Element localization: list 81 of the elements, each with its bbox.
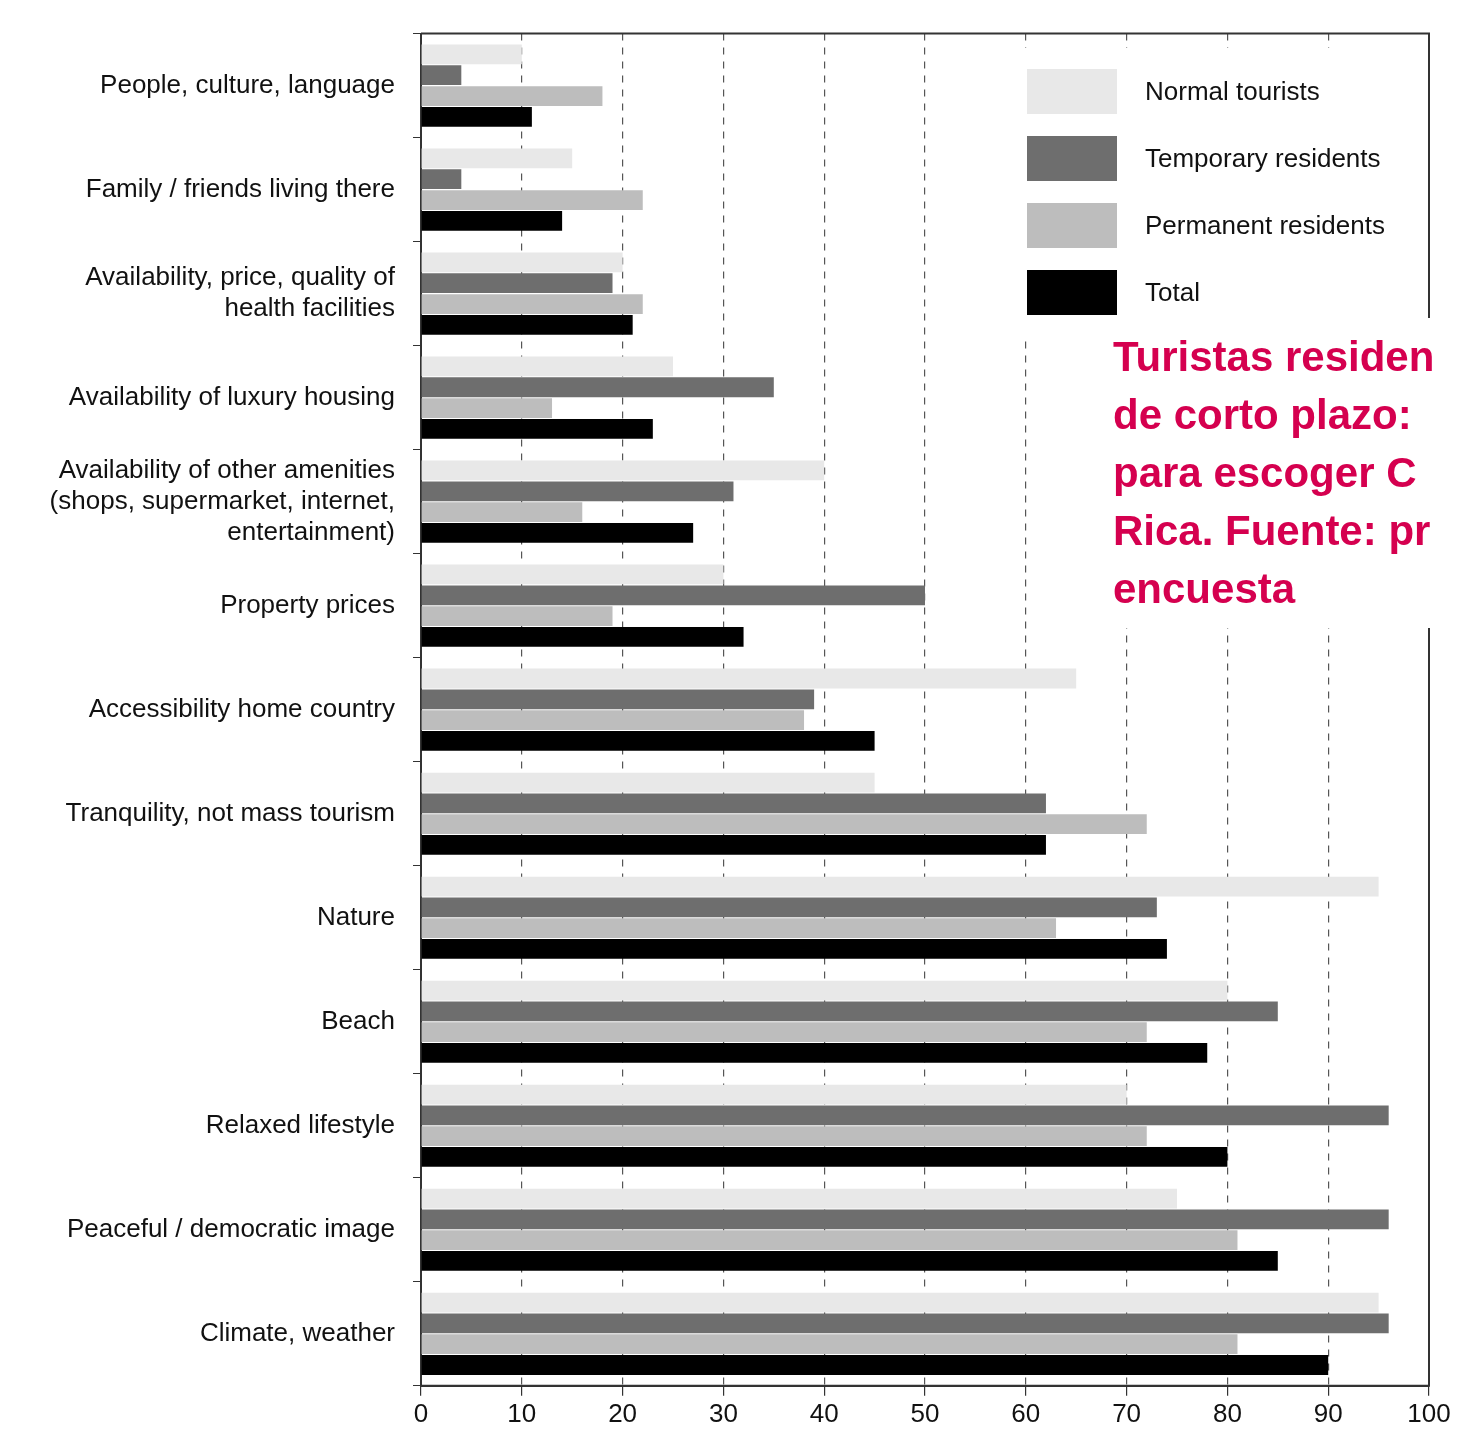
- bar: [421, 1001, 1278, 1022]
- legend-label: Temporary residents: [1145, 142, 1381, 174]
- bar: [421, 1209, 1389, 1230]
- bar: [421, 314, 633, 335]
- legend-label: Total: [1145, 276, 1200, 308]
- bar: [421, 377, 774, 398]
- bar: [421, 86, 603, 106]
- bar: [421, 252, 623, 273]
- y-tick-label: Relaxed lifestyle: [205, 1108, 395, 1139]
- y-tick-label: People, culture, language: [100, 68, 395, 99]
- y-tick-label: Beach: [321, 1004, 395, 1035]
- bar: [421, 606, 613, 626]
- bar: [421, 481, 734, 502]
- bar: [421, 627, 744, 647]
- bar: [421, 1126, 1147, 1147]
- bar: [421, 1313, 1389, 1334]
- bar: [421, 793, 1046, 814]
- bar: [421, 876, 1379, 897]
- bar: [421, 918, 1057, 939]
- y-tick-label: Accessibility home country: [88, 692, 395, 723]
- x-tick-label: 40: [809, 1397, 839, 1428]
- x-tick-label: 50: [910, 1397, 940, 1428]
- bar: [421, 356, 673, 377]
- x-tick-label: 30: [708, 1397, 738, 1428]
- y-tick-label: Property prices: [220, 588, 395, 619]
- bar: [421, 1105, 1389, 1126]
- bar: [421, 1251, 1278, 1271]
- bar: [421, 689, 815, 710]
- bar: [421, 1188, 1177, 1209]
- bar: [421, 668, 1077, 689]
- bar: [421, 190, 643, 210]
- bar: [421, 65, 462, 86]
- bar: [421, 398, 553, 418]
- bar: [421, 564, 724, 585]
- bar: [421, 502, 583, 522]
- legend-label: Normal tourists: [1145, 75, 1320, 107]
- bar: [421, 169, 462, 190]
- y-tick-label: Nature: [316, 900, 395, 931]
- bar: [421, 1084, 1127, 1105]
- x-tick-label: 60: [1011, 1397, 1041, 1428]
- y-tick-label: Tranquility, not mass tourism: [65, 796, 395, 827]
- bar: [421, 585, 925, 606]
- bar: [421, 1292, 1379, 1313]
- bar: [421, 1355, 1329, 1375]
- bar: [421, 273, 613, 294]
- bar: [421, 148, 573, 169]
- bar: [421, 980, 1228, 1001]
- bar: [421, 294, 643, 314]
- x-tick-label: 90: [1313, 1397, 1343, 1428]
- x-tick-label: 0: [413, 1397, 429, 1428]
- x-tick-label: 70: [1112, 1397, 1142, 1428]
- bar: [421, 210, 563, 231]
- x-tick-label: 80: [1212, 1397, 1242, 1428]
- bar: [421, 522, 694, 543]
- bar: [421, 418, 653, 439]
- bar: [421, 1147, 1228, 1167]
- legend-label: Permanent residents: [1145, 209, 1385, 241]
- x-tick-label: 10: [507, 1397, 537, 1428]
- x-tick-label: 100: [1407, 1397, 1451, 1428]
- y-tick-label: Climate, weather: [199, 1316, 396, 1347]
- x-tick-label: 20: [608, 1397, 638, 1428]
- bar: [421, 1022, 1147, 1043]
- bar: [421, 106, 532, 127]
- bar: [421, 1334, 1238, 1355]
- bar: [421, 814, 1147, 834]
- bar: [421, 710, 805, 730]
- bar: [421, 1230, 1238, 1251]
- bar: [421, 731, 875, 751]
- y-tick-label: Availability of other amenities (shops, supermarket, internet, entertainment): [49, 453, 395, 547]
- y-tick-label: Availability, price, quality of health facilities: [85, 261, 396, 323]
- bar: [421, 772, 875, 793]
- y-tick-label: Availability of luxury housing: [68, 380, 395, 411]
- bar: [421, 897, 1157, 918]
- bar: [421, 939, 1167, 959]
- y-tick-label: Family / friends living there: [85, 172, 395, 203]
- bar: [421, 460, 825, 481]
- annotation: Turistas residen de corto plazo: para escoger C Rica. Fuente: pr encuesta: [1113, 318, 1459, 628]
- y-tick-label: Peaceful / democratic image: [66, 1212, 395, 1243]
- bar: [421, 44, 522, 65]
- bar: [421, 1043, 1208, 1063]
- bar: [421, 835, 1046, 855]
